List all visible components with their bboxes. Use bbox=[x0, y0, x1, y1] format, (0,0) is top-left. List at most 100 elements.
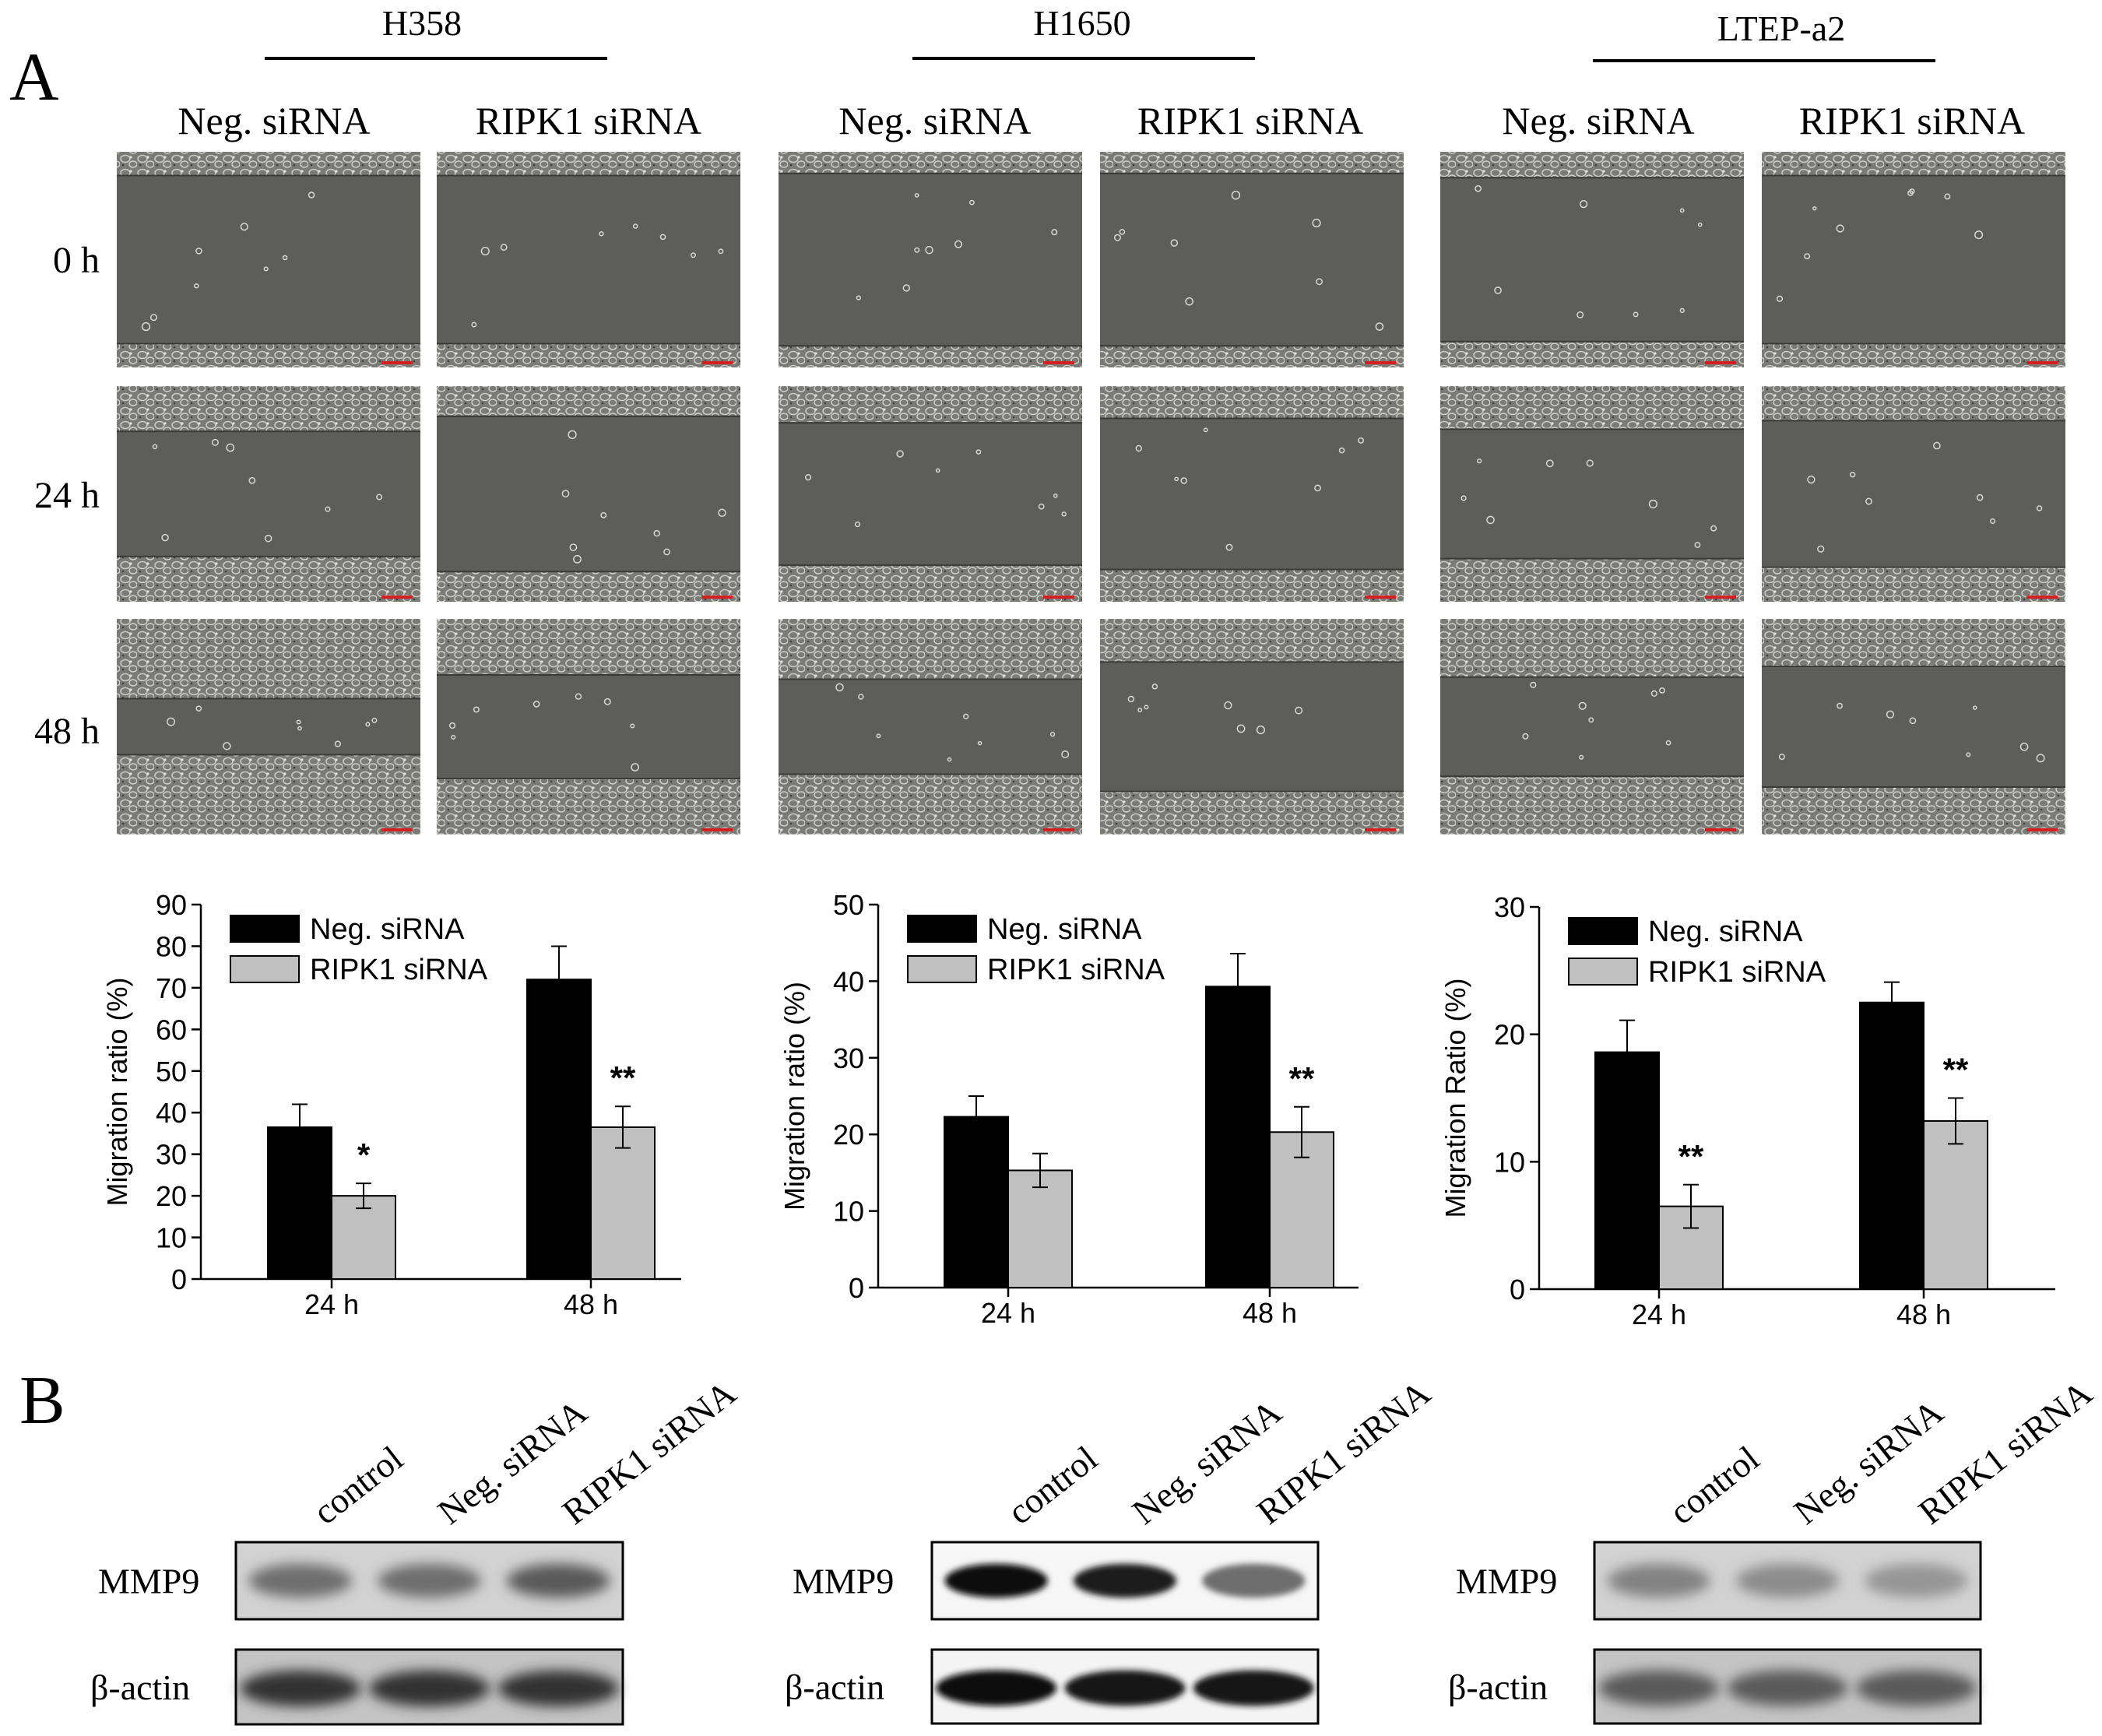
legend-label: RIPK1 siRNA bbox=[310, 954, 488, 986]
cell-monolayer bbox=[1100, 386, 1404, 419]
floating-cell bbox=[1886, 710, 1895, 719]
y-tick-label: 20 bbox=[1494, 1019, 1525, 1051]
protein-band bbox=[1202, 1563, 1306, 1598]
time-label-24h: 24 h bbox=[34, 475, 100, 516]
cell-monolayer bbox=[117, 343, 420, 367]
floating-cell bbox=[599, 231, 604, 237]
floating-cell bbox=[1174, 476, 1179, 482]
micrograph-background bbox=[437, 152, 740, 367]
y-tick-label: 10 bbox=[833, 1196, 864, 1228]
micrograph-frame bbox=[1100, 152, 1404, 367]
cell-monolayer bbox=[779, 564, 1082, 602]
floating-cell bbox=[1225, 543, 1233, 551]
floating-cell bbox=[1697, 222, 1703, 227]
micrograph-frame bbox=[1100, 386, 1404, 602]
cell-monolayer bbox=[1440, 558, 1744, 602]
floating-cell bbox=[1944, 193, 1951, 200]
micrograph-frame bbox=[437, 619, 740, 835]
micrograph-background bbox=[117, 152, 420, 367]
floating-cell bbox=[264, 534, 272, 543]
legend-swatch bbox=[1568, 958, 1638, 986]
cell-monolayer bbox=[1100, 791, 1404, 835]
floating-cell bbox=[653, 529, 660, 537]
floating-cell bbox=[533, 701, 540, 708]
bar bbox=[267, 1126, 332, 1280]
y-tick-label: 50 bbox=[833, 889, 864, 921]
x-tick-label: 48 h bbox=[1896, 1298, 1951, 1330]
lane-label: control bbox=[1000, 1438, 1105, 1531]
floating-cell bbox=[631, 763, 640, 771]
floating-cell bbox=[1966, 752, 1971, 757]
micrograph-background bbox=[437, 386, 740, 602]
floating-cell bbox=[1170, 239, 1179, 247]
protein-band bbox=[1598, 1670, 1720, 1706]
floating-cell bbox=[1778, 754, 1785, 761]
floating-cell bbox=[1580, 199, 1588, 209]
legend-label: Neg. siRNA bbox=[310, 913, 465, 946]
floating-cell bbox=[561, 490, 570, 497]
cell-monolayer bbox=[1762, 787, 2065, 835]
protein-band bbox=[1607, 1563, 1710, 1598]
y-tick-label: 0 bbox=[1510, 1274, 1525, 1306]
floating-cell bbox=[1933, 441, 1941, 450]
x-tick-label: 48 h bbox=[1243, 1297, 1297, 1329]
y-tick-label: 50 bbox=[156, 1056, 187, 1088]
y-tick-label: 0 bbox=[171, 1263, 187, 1295]
floating-cell bbox=[1476, 459, 1482, 464]
cell-monolayer bbox=[1440, 619, 1744, 677]
floating-cell bbox=[632, 223, 638, 229]
micrograph-frame bbox=[1762, 386, 2065, 602]
floating-cell bbox=[1776, 295, 1784, 302]
y-axis-title: Migration ratio (%) bbox=[101, 977, 133, 1206]
cell-line-label-ltep-a2: LTEP-a2 bbox=[1717, 9, 1845, 48]
significance-marker: ** bbox=[1678, 1138, 1704, 1175]
floating-cell bbox=[2036, 754, 2045, 763]
cell-monolayer bbox=[779, 386, 1082, 423]
floating-cell bbox=[963, 713, 969, 719]
cell-monolayer bbox=[117, 152, 420, 176]
y-axis-title: Migration ratio (%) bbox=[779, 982, 810, 1211]
micrograph-frame bbox=[1440, 386, 1744, 602]
floating-cell bbox=[1989, 518, 1996, 525]
cell-monolayer bbox=[117, 754, 420, 835]
floating-cell bbox=[1338, 447, 1345, 454]
floating-cell bbox=[471, 322, 477, 328]
bar-chart: 0 10 20 30 40 50 Migration ratio (%) 24 h 48 h **… bbox=[779, 889, 1359, 1329]
scale-bar bbox=[2026, 596, 2058, 599]
condition-label-neg: Neg. siRNA bbox=[1502, 99, 1694, 142]
scale-bar bbox=[701, 596, 733, 599]
y-tick-label: 10 bbox=[1494, 1146, 1525, 1178]
floating-cell bbox=[1236, 724, 1246, 733]
protein-label-mmp9: MMP9 bbox=[1456, 1562, 1557, 1601]
protein-band bbox=[378, 1563, 481, 1598]
scale-bar bbox=[1705, 361, 1736, 364]
floating-cell bbox=[263, 266, 269, 272]
floating-cell bbox=[1837, 702, 1843, 709]
floating-cell bbox=[1316, 278, 1323, 286]
floating-cell bbox=[161, 533, 169, 542]
bar bbox=[944, 1116, 1009, 1288]
floating-cell bbox=[1051, 229, 1058, 236]
micrograph-frame bbox=[117, 386, 420, 602]
lane-label: RIPK1 siRNA bbox=[555, 1372, 743, 1532]
y-tick-label: 20 bbox=[833, 1119, 864, 1151]
floating-cell bbox=[1650, 690, 1657, 697]
y-tick-label: 80 bbox=[156, 930, 187, 962]
floating-cell bbox=[896, 450, 904, 458]
micrograph-frame bbox=[1762, 152, 2065, 367]
floating-cell bbox=[248, 476, 256, 484]
protein-label-actin: β-actin bbox=[90, 1667, 190, 1707]
protein-band bbox=[936, 1670, 1057, 1706]
floating-cell bbox=[1576, 311, 1584, 318]
floating-cell bbox=[1836, 224, 1844, 233]
floating-cell bbox=[1475, 184, 1482, 192]
bar bbox=[331, 1195, 396, 1280]
cell-line-header: H358 H1650 LTEP-a2 bbox=[265, 3, 1935, 62]
protein-band bbox=[497, 1670, 619, 1706]
lane-label: control bbox=[306, 1438, 410, 1531]
x-tick-label: 24 h bbox=[981, 1297, 1035, 1329]
floating-cell bbox=[1312, 218, 1321, 228]
floating-cell bbox=[1137, 707, 1143, 712]
